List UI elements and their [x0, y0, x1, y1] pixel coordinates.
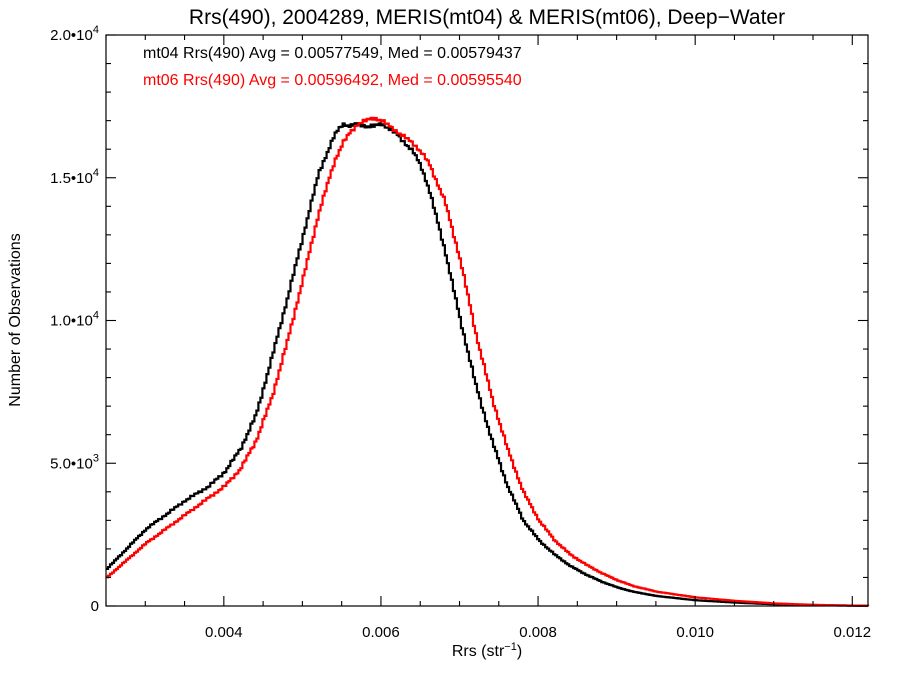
x-axis-label-suffix: )	[517, 643, 522, 660]
ticks-layer: 0.004 0.006 0.008 0.010 0.012 0 5.0•103 1.0•104…	[50, 24, 871, 641]
y-tick-label: 5.0•103	[50, 452, 99, 472]
stat-annotation-2: mt06 Rrs(490) Avg = 0.00596492, Med = 0.…	[143, 72, 522, 89]
series-line-1	[106, 122, 870, 607]
x-axis-label-superscript: −1	[504, 641, 517, 653]
annotations-layer: mt04 Rrs(490) Avg = 0.00577549, Med = 0.…	[143, 45, 522, 89]
x-tick-label: 0.008	[519, 624, 557, 641]
series-line-2	[106, 116, 870, 607]
chart-title: Rrs(490), 2004289, MERIS(mt04) & MERIS(m…	[189, 6, 785, 29]
x-axis-label: Rrs (str−1)	[452, 641, 522, 660]
y-tick-label: 0	[91, 598, 99, 615]
x-tick-label: 0.006	[362, 624, 400, 641]
x-tick-label: 0.004	[205, 624, 243, 641]
series-layer	[106, 116, 870, 607]
y-tick-label: 1.0•104	[50, 310, 99, 330]
x-tick-label: 0.010	[676, 624, 714, 641]
plot-frame	[105, 34, 869, 607]
x-tick-label: 0.012	[834, 624, 872, 641]
stat-annotation-1: mt04 Rrs(490) Avg = 0.00577549, Med = 0.…	[143, 45, 522, 62]
y-tick-label: 2.0•104	[50, 24, 99, 44]
y-axis-label: Number of Observations	[7, 233, 24, 406]
x-axis-label-main: Rrs (str	[452, 643, 505, 660]
y-tick-label: 1.5•104	[50, 167, 99, 187]
